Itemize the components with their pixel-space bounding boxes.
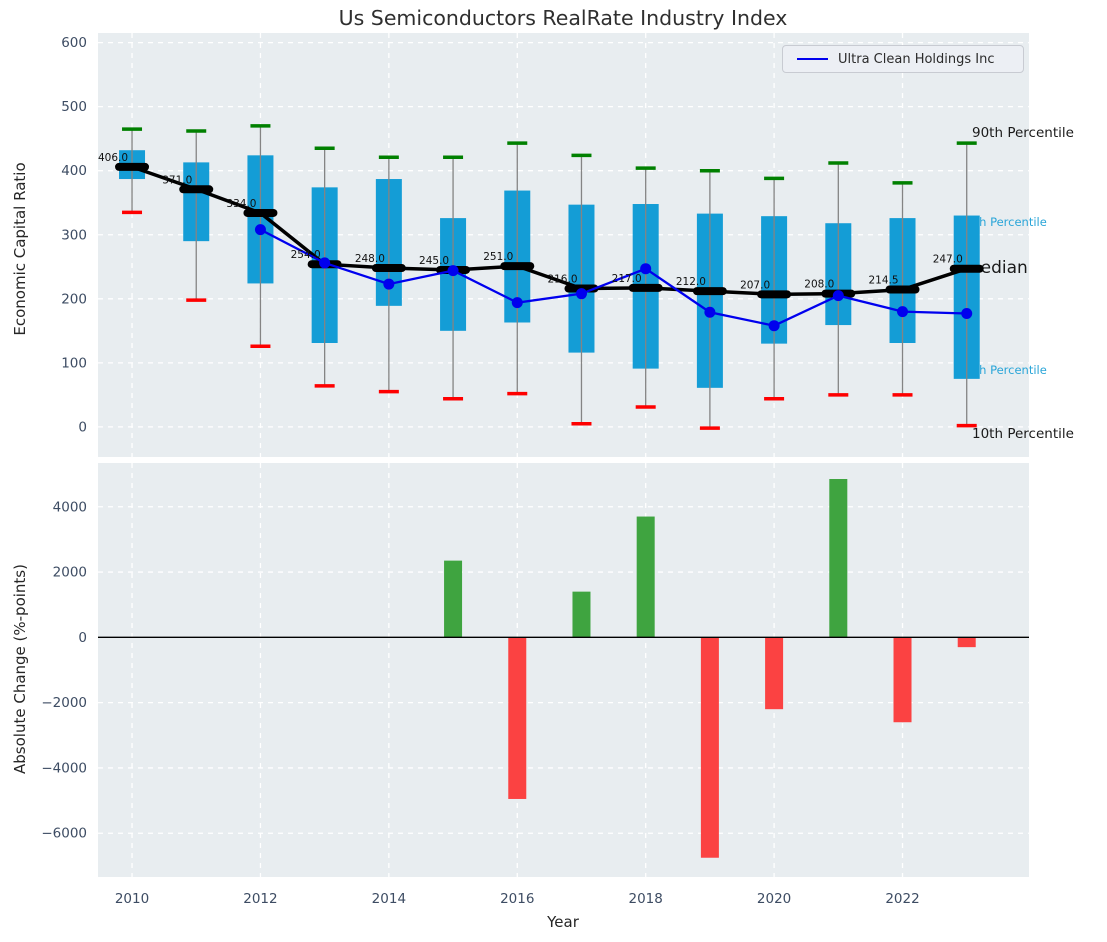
x-tick-label: 2018 [629, 891, 663, 907]
bar-2022 [894, 637, 912, 722]
median-marker-2012 [243, 209, 277, 217]
bottom-y-tick-label: −6000 [41, 826, 87, 842]
top-y-tick-label: 400 [61, 163, 87, 179]
company-marker-2017 [576, 288, 587, 299]
median-value-label-2010: 406.0 [98, 152, 128, 164]
company-marker-2016 [512, 297, 523, 308]
company-marker-2022 [897, 306, 908, 317]
company-marker-2012 [255, 224, 266, 235]
bottom-axes-background [98, 463, 1029, 877]
bar-2017 [572, 592, 590, 638]
median-marker-2014 [372, 264, 406, 272]
top-y-tick-label: 200 [61, 291, 87, 307]
median-marker-2019 [693, 287, 727, 295]
median-marker-2023 [950, 265, 984, 273]
company-marker-2023 [961, 308, 972, 319]
median-value-label-2015: 245.0 [419, 255, 449, 267]
top-y-tick-label: 600 [61, 35, 87, 51]
company-marker-2021 [833, 290, 844, 301]
bottom-y-tick-label: −2000 [41, 695, 87, 711]
median-value-label-2022: 214.5 [868, 275, 898, 287]
x-tick-label: 2022 [885, 891, 919, 907]
median-marker-2016 [500, 262, 534, 270]
x-axis-label: Year [547, 913, 579, 931]
median-marker-2022 [886, 286, 920, 294]
bar-2018 [637, 517, 655, 638]
x-tick-label: 2010 [115, 891, 149, 907]
legend-line-sample [797, 58, 828, 60]
chart-canvas: 90th Percentile75th PercentileMedian25th… [0, 0, 1107, 942]
company-marker-2019 [704, 307, 715, 318]
median-marker-2018 [629, 284, 663, 292]
bottom-y-tick-label: 0 [78, 630, 87, 646]
median-marker-2010 [115, 163, 149, 171]
bottom-y-tick-label: −4000 [41, 760, 87, 776]
legend-series-label: Ultra Clean Holdings Inc [838, 52, 995, 67]
annotation-10th-percentile: 10th Percentile [972, 426, 1074, 442]
median-value-label-2021: 208.0 [804, 279, 834, 291]
company-marker-2015 [448, 265, 459, 276]
median-value-label-2011: 371.0 [162, 174, 192, 186]
bar-2015 [444, 561, 462, 638]
annotation-90th-percentile: 90th Percentile [972, 125, 1074, 141]
company-marker-2018 [640, 263, 651, 274]
company-marker-2014 [383, 279, 394, 290]
median-value-label-2018: 217.0 [612, 273, 642, 285]
median-value-label-2014: 248.0 [355, 253, 385, 265]
median-value-label-2012: 334.0 [226, 198, 256, 210]
bar-2020 [765, 637, 783, 709]
top-y-tick-label: 500 [61, 99, 87, 115]
median-marker-2011 [179, 185, 213, 193]
median-value-label-2019: 212.0 [676, 276, 706, 288]
x-tick-label: 2014 [372, 891, 406, 907]
legend: Ultra Clean Holdings Inc [782, 45, 1024, 73]
top-y-tick-label: 300 [61, 227, 87, 243]
bottom-y-tick-label: 2000 [53, 565, 87, 581]
median-value-label-2020: 207.0 [740, 279, 770, 291]
bottom-y-tick-label: 4000 [53, 499, 87, 515]
x-tick-label: 2020 [757, 891, 791, 907]
chart-title: Us Semiconductors RealRate Industry Inde… [339, 6, 788, 30]
figure: 90th Percentile75th PercentileMedian25th… [0, 0, 1107, 942]
median-value-label-2016: 251.0 [483, 251, 513, 263]
median-value-label-2017: 216.0 [547, 274, 577, 286]
median-value-label-2023: 247.0 [933, 254, 963, 266]
top-y-tick-label: 0 [78, 419, 87, 435]
x-tick-label: 2012 [243, 891, 277, 907]
median-marker-2020 [757, 290, 791, 298]
bottom-y-axis-label: Absolute Change (%-points) [11, 564, 29, 774]
bar-2019 [701, 637, 719, 857]
bar-2023 [958, 637, 976, 647]
top-axes-background [98, 33, 1029, 457]
median-value-label-2013: 254.0 [291, 249, 321, 261]
bar-2021 [829, 479, 847, 637]
top-y-tick-label: 100 [61, 355, 87, 371]
company-marker-2013 [319, 257, 330, 268]
bar-2016 [508, 637, 526, 799]
top-y-axis-label: Economic Capital Ratio [11, 162, 29, 335]
x-tick-label: 2016 [500, 891, 534, 907]
company-marker-2020 [769, 320, 780, 331]
